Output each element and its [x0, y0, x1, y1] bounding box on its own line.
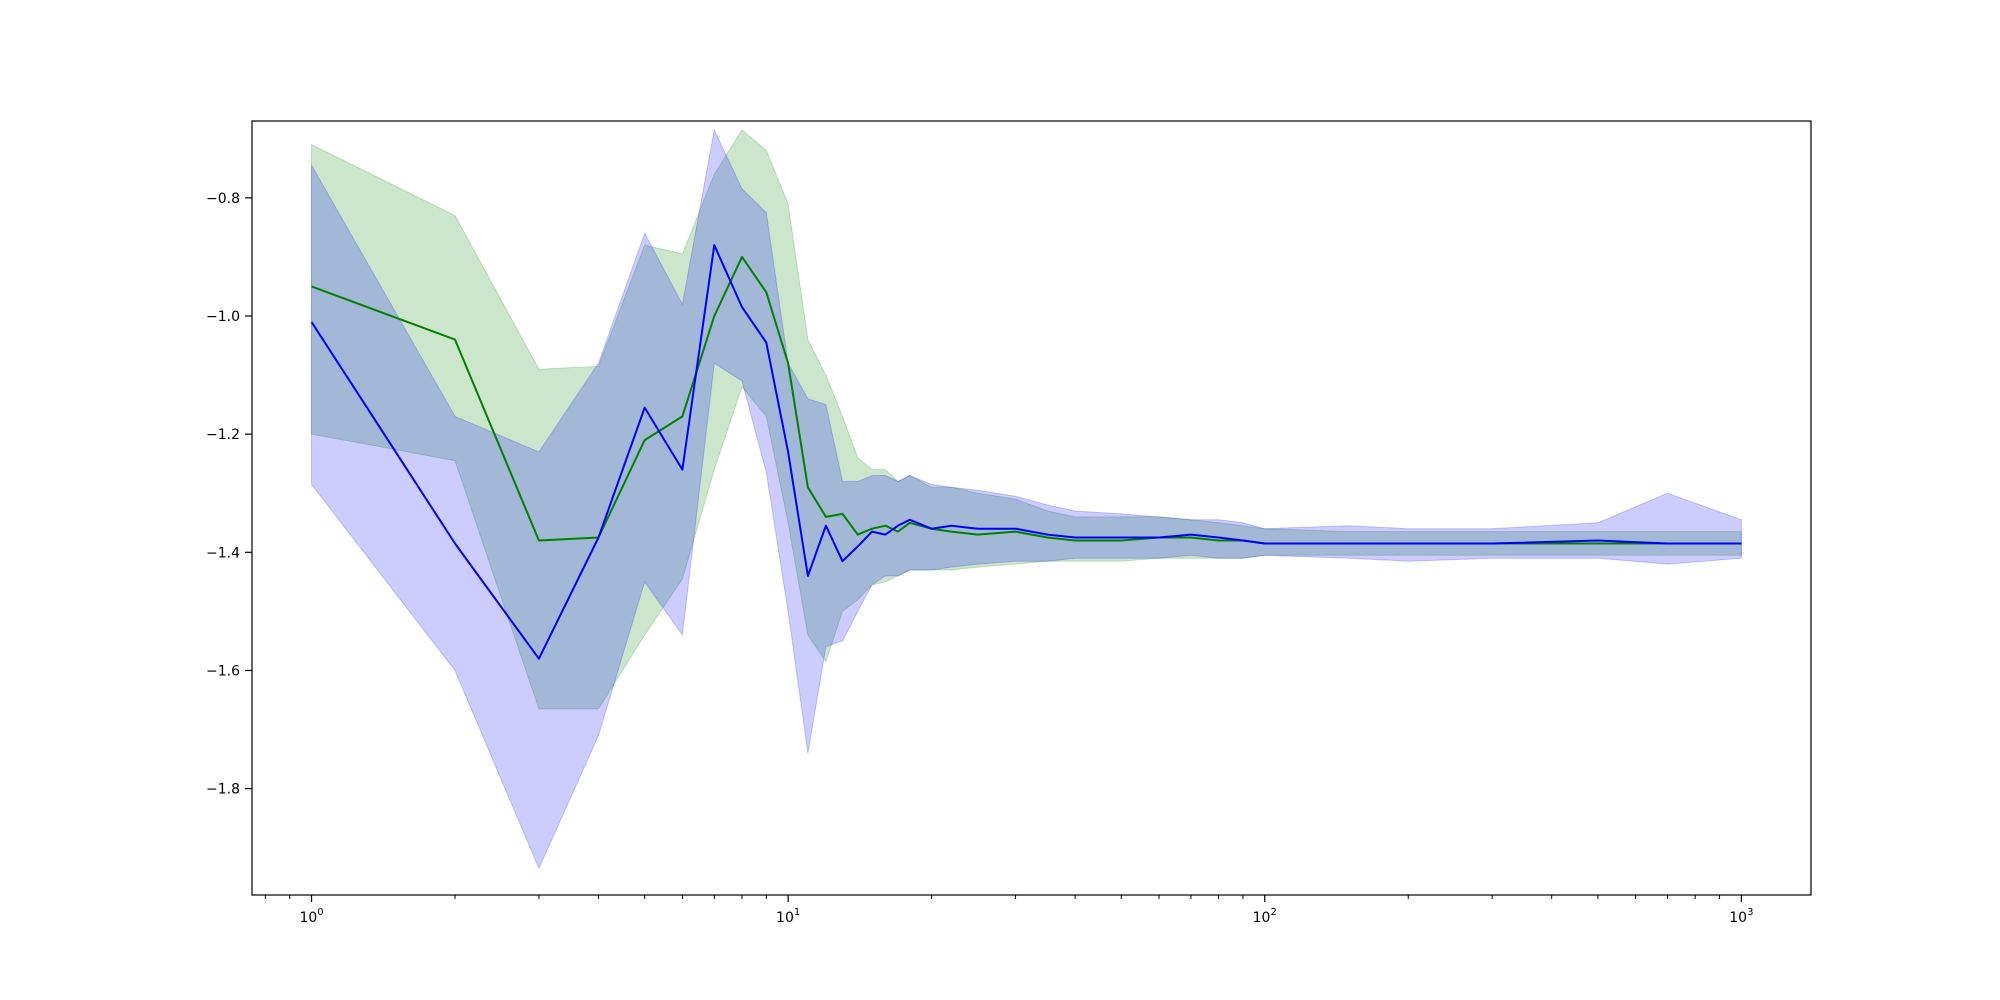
- x-tick-label: 102: [1253, 907, 1277, 926]
- plot-frame: [251, 120, 1812, 896]
- x-tick-label: 103: [1729, 907, 1753, 926]
- y-tick-label: −1.4: [206, 545, 240, 561]
- series-1-band: [311, 129, 1742, 710]
- y-tick-label: −1.0: [206, 309, 240, 325]
- y-tick-label: −1.6: [206, 663, 240, 679]
- confidence-bands: [311, 128, 1742, 870]
- x-tick-label: 101: [776, 907, 800, 926]
- series-lines: [310, 244, 1742, 660]
- y-tick-label: −1.2: [206, 427, 240, 443]
- y-tick-label: −0.8: [206, 191, 240, 207]
- x-tick-label: 100: [299, 907, 323, 926]
- x-axis: 100 101 102 103: [264, 895, 1753, 926]
- y-tick-label: −1.8: [206, 782, 240, 798]
- series-2-band: [311, 128, 1742, 870]
- y-axis: −0.8 −1.0 −1.2 −1.4 −1.6 −1.8: [206, 191, 252, 798]
- series-2-line: [310, 244, 1742, 660]
